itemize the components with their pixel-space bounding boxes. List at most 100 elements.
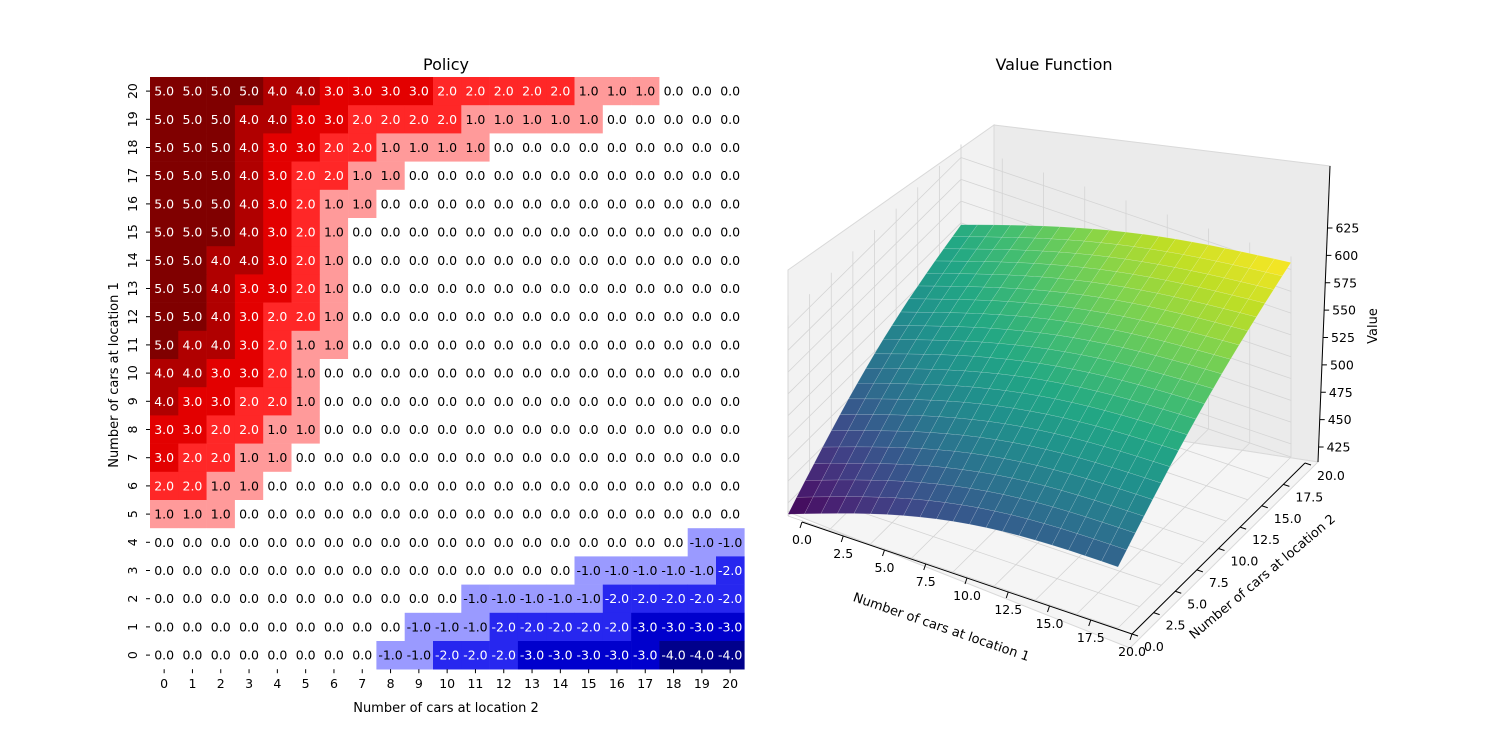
heatmap-cell-label: 1.0 (381, 140, 401, 155)
heatmap-cell (206, 330, 236, 360)
heatmap-cell (404, 274, 434, 303)
heatmap-cell (178, 528, 207, 557)
y-tick-label: 17.5 (1295, 489, 1323, 504)
heatmap-cell-label: 1.0 (409, 140, 429, 155)
y-tick-label: 11 (125, 337, 140, 353)
heatmap-cell (574, 387, 604, 416)
heatmap-cell (517, 189, 547, 219)
heatmap-cell-label: 0.0 (607, 422, 627, 437)
heatmap-cell (291, 77, 321, 106)
heatmap-cell-label: -3.0 (576, 648, 600, 663)
heatmap-cell-label: 0.0 (466, 309, 486, 324)
heatmap-cell-label: 4.0 (211, 253, 231, 268)
heatmap-cell (517, 612, 547, 642)
heatmap-cell (517, 359, 547, 388)
heatmap-cell-label: 0.0 (296, 563, 316, 578)
y-tick-label: 13 (125, 281, 140, 297)
heatmap-cell (433, 189, 462, 219)
heatmap-cell-label: 3.0 (267, 196, 287, 211)
heatmap-cell (461, 641, 490, 670)
heatmap-cell-label: 4.0 (183, 337, 203, 352)
heatmap-cell-label: 1.0 (522, 112, 542, 127)
z-axis-line (1317, 165, 1331, 463)
heatmap-cell-label: 2.0 (296, 309, 316, 324)
surface-x-ticks: 0.0 2.5 5.0 7.5 10.0 12.5 15.0 17.5 20.0 (792, 521, 1146, 659)
heatmap-cell-label: 5.0 (183, 281, 203, 296)
heatmap-cell (433, 77, 462, 106)
heatmap-cell (263, 500, 292, 529)
heatmap-cell-label: 0.0 (494, 196, 514, 211)
y-tick-label: 1 (125, 623, 140, 631)
heatmap-cell-label: -2.0 (548, 619, 572, 634)
heatmap-cell (150, 415, 179, 444)
heatmap-cell-label: 1.0 (324, 253, 344, 268)
heatmap-cell-label: 0.0 (183, 563, 203, 578)
heatmap-cell-label: 0.0 (692, 196, 712, 211)
heatmap-cell (150, 612, 179, 642)
heatmap-cell (291, 161, 321, 191)
heatmap-cell-label: 5.0 (154, 196, 174, 211)
heatmap-cell (687, 161, 717, 191)
heatmap-cell-label: 0.0 (522, 366, 542, 381)
heatmap-cell (178, 471, 207, 501)
heatmap-cell-label: 0.0 (494, 253, 514, 268)
heatmap-cell-label: 0.0 (409, 196, 429, 211)
heatmap-cell-label: 0.0 (692, 394, 712, 409)
heatmap-cell (716, 556, 745, 585)
heatmap-cell (631, 612, 660, 642)
heatmap-cell (461, 415, 490, 444)
heatmap-cell (659, 584, 688, 614)
heatmap-cell (461, 302, 490, 332)
heatmap-cell-label: 2.0 (211, 422, 231, 437)
heatmap-cell (404, 133, 434, 162)
heatmap-cell (150, 246, 179, 275)
x-tick-label: 4 (273, 676, 281, 691)
heatmap-cell-label: 1.0 (579, 112, 599, 127)
heatmap-cell (631, 330, 660, 360)
heatmap-cell (263, 105, 292, 134)
y-tick-mark (1175, 590, 1182, 594)
heatmap-cell (206, 612, 236, 642)
heatmap-cell-label: 0.0 (579, 450, 599, 465)
y-tick-label: 20 (125, 83, 140, 99)
z-tick-label: 475 (1329, 385, 1353, 400)
y-tick-label: 18 (125, 140, 140, 156)
heatmap-cell-label: 0.0 (635, 168, 655, 183)
heatmap-cell-label: -2.0 (661, 591, 685, 606)
heatmap-cell-label: 0.0 (409, 337, 429, 352)
heatmap-cell (631, 443, 660, 473)
heatmap-cell-label: 0.0 (579, 394, 599, 409)
heatmap-cell-label: -3.0 (690, 619, 714, 634)
heatmap-cell-label: 0.0 (522, 309, 542, 324)
heatmap-cell-label: 0.0 (239, 535, 259, 550)
heatmap-cell (602, 218, 632, 247)
heatmap-cell-label: 4.0 (183, 366, 203, 381)
heatmap-cell-label: 5.0 (154, 253, 174, 268)
heatmap-cell (687, 415, 717, 444)
heatmap-cell (716, 641, 745, 670)
heatmap-cell-label: 0.0 (720, 225, 740, 240)
heatmap-cell-label: 0.0 (466, 168, 486, 183)
heatmap-cell (716, 161, 745, 191)
heatmap-cell (489, 161, 519, 191)
heatmap-cell-label: 0.0 (466, 535, 486, 550)
heatmap-cell-label: 3.0 (239, 281, 259, 296)
heatmap-cell (150, 443, 179, 473)
heatmap-cell (291, 443, 321, 473)
heatmap-cell (574, 133, 604, 162)
heatmap-cell-label: -1.0 (576, 591, 600, 606)
heatmap-cell (631, 528, 660, 557)
heatmap-cell (602, 612, 632, 642)
heatmap-cell-label: 0.0 (494, 366, 514, 381)
heatmap-cell-label: 0.0 (466, 422, 486, 437)
y-tick-label: 2.5 (1166, 618, 1186, 633)
heatmap-cell-label: 0.0 (550, 337, 570, 352)
heatmap-cell-label: 0.0 (494, 337, 514, 352)
heatmap-cell (263, 330, 292, 360)
x-tick-label: 17 (637, 676, 653, 691)
heatmap-cell (659, 302, 688, 332)
heatmap-cell (263, 218, 292, 247)
heatmap-cell-label: 0.0 (664, 225, 684, 240)
heatmap-cell-label: 0.0 (352, 366, 372, 381)
heatmap-cell-label: 2.0 (296, 168, 316, 183)
